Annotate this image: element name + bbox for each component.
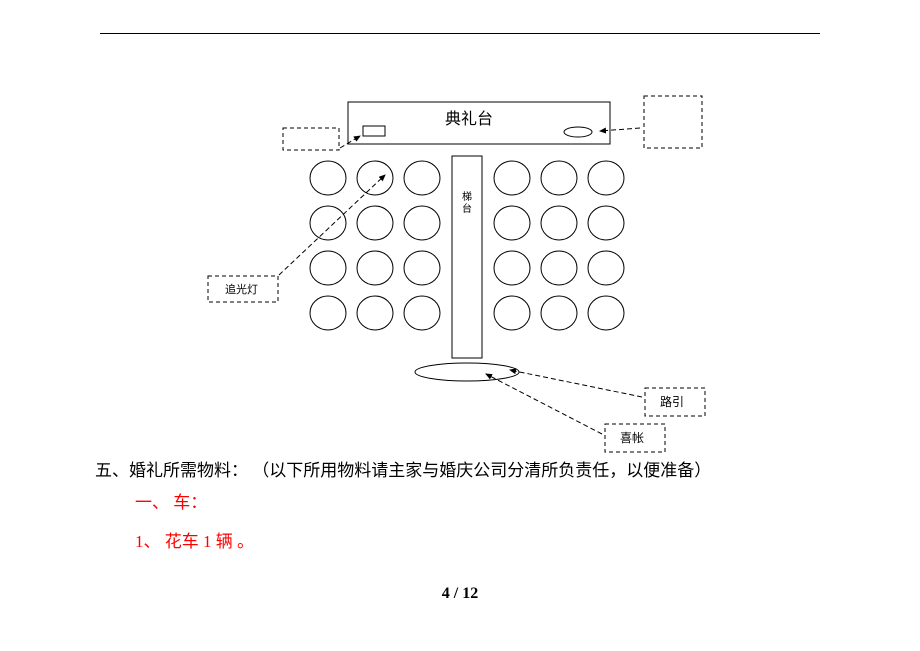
- stage-inner-rect: [363, 126, 385, 136]
- entrance-ellipse: [415, 363, 519, 381]
- table: [588, 206, 624, 240]
- page-sep: /: [454, 585, 462, 602]
- table: [494, 206, 530, 240]
- runway-box: [452, 156, 482, 358]
- table: [494, 296, 530, 330]
- table: [357, 161, 393, 195]
- side-box-left: [283, 128, 339, 150]
- heading-prefix: 五、婚礼所需物料：: [95, 461, 248, 480]
- table: [541, 161, 577, 195]
- table: [588, 251, 624, 285]
- table: [357, 206, 393, 240]
- table: [310, 206, 346, 240]
- guide-label: 路引: [660, 394, 684, 409]
- table: [310, 251, 346, 285]
- table: [357, 296, 393, 330]
- item-1-flower-car: 1、 花车 1 辆 。: [95, 526, 711, 558]
- page-number: 4 / 12: [0, 585, 920, 603]
- stage-inner-oval: [564, 127, 592, 137]
- table: [494, 161, 530, 195]
- body-text: 五、婚礼所需物料： （以下所用物料请主家与婚庆公司分清所负责任，以便准备） 一、…: [95, 455, 711, 558]
- table: [588, 296, 624, 330]
- table: [541, 296, 577, 330]
- stage-label: 典礼台: [445, 110, 493, 128]
- table: [404, 161, 440, 195]
- table: [541, 251, 577, 285]
- table: [404, 251, 440, 285]
- spotlight-label: 追光灯: [225, 282, 258, 296]
- table: [404, 296, 440, 330]
- table: [310, 296, 346, 330]
- section-5-heading: 五、婚礼所需物料： （以下所用物料请主家与婚庆公司分清所负责任，以便准备）: [95, 455, 711, 487]
- table: [494, 251, 530, 285]
- table: [357, 251, 393, 285]
- heading-note: （以下所用物料请主家与婚庆公司分清所负责任，以便准备）: [252, 461, 711, 480]
- table: [310, 161, 346, 195]
- sub-1-vehicle: 一、 车：: [95, 487, 711, 519]
- page-current: 4: [442, 585, 450, 602]
- table: [588, 161, 624, 195]
- arrow-guide: [510, 370, 642, 397]
- table: [404, 206, 440, 240]
- tent-label: 喜帐: [620, 430, 644, 445]
- table: [541, 206, 577, 240]
- page-total: 12: [462, 585, 478, 602]
- arrow-tent: [486, 374, 602, 434]
- side-box-right: [644, 96, 702, 148]
